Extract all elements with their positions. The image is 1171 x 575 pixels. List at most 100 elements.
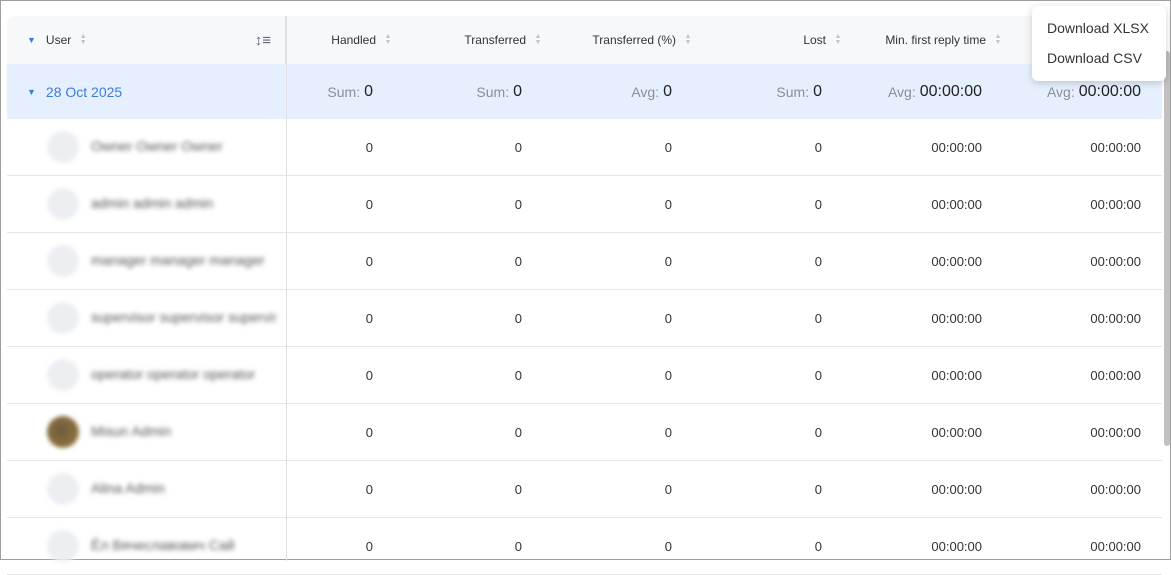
group-lost: Sum: 0 [727,64,822,119]
column-label: Min. first reply time [885,33,986,47]
group-last: Avg: 00:00:00 [997,64,1141,119]
column-lost[interactable]: Lost ▲ ▼ [747,16,842,64]
cell-lost: 0 [814,538,822,554]
user-name: Ёл Вячеславович Сай [91,537,235,553]
cell-min: 00:00:00 [931,424,982,440]
collapse-all-icon[interactable]: ▼ [27,35,36,45]
column-min-first-reply[interactable]: Min. first reply time ▲ ▼ [847,16,1002,64]
cell-lost: 0 [814,310,822,326]
cell-pct: 0 [664,538,672,554]
user-name: supervisor supervisor supervisor [91,309,276,325]
cell-pct: 0 [664,139,672,155]
cell-handled: 0 [365,310,373,326]
cell-pct: 0 [664,310,672,326]
agg-value: 00:00:00 [919,82,982,100]
cell-lost: 0 [814,196,822,212]
cell-handled: 0 [365,538,373,554]
group-transferred: Sum: 0 [427,64,522,119]
cell-min: 00:00:00 [931,538,982,554]
cell-transferred: 0 [514,424,522,440]
column-transferred-pct[interactable]: Transferred (%) ▲ ▼ [547,16,692,64]
cell-lost: 0 [814,367,822,383]
cell-min: 00:00:00 [931,196,982,212]
cell-pct: 0 [664,481,672,497]
cell-min: 00:00:00 [931,139,982,155]
cell-pct: 0 [664,253,672,269]
column-label: Transferred [464,33,526,47]
cell-last: 00:00:00 [1090,424,1141,440]
sort-icon[interactable]: ▲ ▼ [994,33,1002,46]
agg-label: Avg: [631,83,660,100]
cell-lost: 0 [814,424,822,440]
agg-value: 00:00:00 [1078,82,1141,100]
cell-min: 00:00:00 [931,481,982,497]
table-row[interactable]: operator operator operator 0 0 0 0 00:00:00 00… [7,347,1162,404]
table-row[interactable]: Ёл Вячеславович Сай 0 0 0 0 00:00:00 00:00:00 [7,518,1162,575]
cell-lost: 0 [814,253,822,269]
user-name: Misun Admin [91,423,172,439]
cell-transferred: 0 [514,481,522,497]
agg-label: Sum: [776,83,810,100]
cell-transferred: 0 [514,367,522,383]
row-density-icon[interactable]: ↕≡ [254,31,271,49]
cell-pct: 0 [664,196,672,212]
group-label-cell: ▼ 28 Oct 2025 [7,64,286,119]
cell-handled: 0 [365,139,373,155]
agg-value: 0 [513,82,522,100]
column-label: User [45,33,72,47]
cell-handled: 0 [365,481,373,497]
sort-icon[interactable]: ▲ ▼ [684,33,692,46]
cell-handled: 0 [365,196,373,212]
column-user[interactable]: ▼ User ▲ ▼ ↕≡ [7,16,286,64]
cell-transferred: 0 [514,310,522,326]
cell-transferred: 0 [514,196,522,212]
agg-label: Sum: [327,83,361,100]
cell-lost: 0 [814,139,822,155]
cell-handled: 0 [365,253,373,269]
agg-label: Sum: [476,83,510,100]
table-row[interactable]: Owner Owner Owner 0 0 0 0 00:00:00 00:00:00 [7,119,1162,176]
group-date: 28 Oct 2025 [45,83,123,100]
cell-min: 00:00:00 [931,253,982,269]
vertical-scrollbar[interactable] [1164,51,1170,446]
cell-last: 00:00:00 [1090,139,1141,155]
avatar [47,530,79,562]
expand-caret-icon[interactable]: ▼ [27,86,36,97]
cell-pct: 0 [664,424,672,440]
avatar [47,245,79,277]
table-row[interactable]: supervisor supervisor supervisor 0 0 0 0 00:0… [7,290,1162,347]
sort-icon[interactable]: ▲ ▼ [79,33,87,46]
avatar [47,473,79,505]
sort-icon[interactable]: ▲ ▼ [834,33,842,46]
cell-transferred: 0 [514,253,522,269]
avatar [47,188,79,220]
agg-label: Avg: [1046,83,1075,100]
avatar [47,131,79,163]
user-name: admin admin admin [91,195,214,211]
cell-transferred: 0 [514,139,522,155]
report-table: ▼ User ▲ ▼ ↕≡ Handled ▲ ▼ Transferred ▲ ▼ Tra… [7,16,1162,575]
group-row[interactable]: ▼ 28 Oct 2025 Sum: 0 Sum: 0 Avg: 0 Sum: 0 Av… [7,64,1162,119]
cell-handled: 0 [365,367,373,383]
column-label: Handled [331,33,376,47]
cell-last: 00:00:00 [1090,253,1141,269]
table-row[interactable]: admin admin admin 0 0 0 0 00:00:00 00:00:00 [7,176,1162,233]
column-transferred[interactable]: Transferred ▲ ▼ [427,16,542,64]
table-row[interactable]: manager manager manager 0 0 0 0 00:00:00 00:00… [7,233,1162,290]
sort-icon[interactable]: ▲ ▼ [384,33,392,46]
cell-last: 00:00:00 [1090,196,1141,212]
table-row[interactable]: Alina Admin 0 0 0 0 00:00:00 00:00:00 [7,461,1162,518]
cell-last: 00:00:00 [1090,538,1141,554]
column-handled[interactable]: Handled ▲ ▼ [307,16,392,64]
cell-pct: 0 [664,367,672,383]
column-label: Lost [803,33,826,47]
sort-icon[interactable]: ▲ ▼ [534,33,542,46]
download-csv-item[interactable]: Download CSV [1047,50,1142,66]
user-name: Alina Admin [91,480,165,496]
cell-last: 00:00:00 [1090,367,1141,383]
cell-transferred: 0 [514,538,522,554]
user-name: operator operator operator [91,366,256,382]
cell-lost: 0 [814,481,822,497]
download-xlsx-item[interactable]: Download XLSX [1047,20,1149,36]
table-row[interactable]: Misun Admin 0 0 0 0 00:00:00 00:00:00 [7,404,1162,461]
